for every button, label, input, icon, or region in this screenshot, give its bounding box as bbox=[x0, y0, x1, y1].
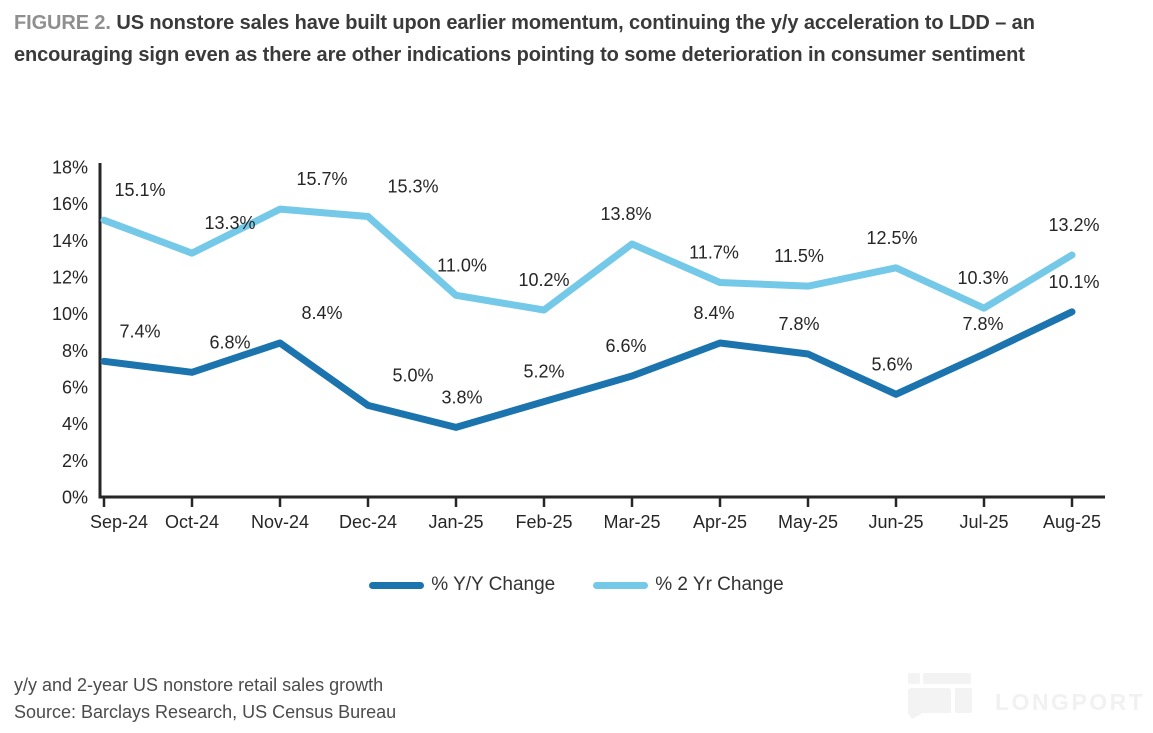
figure-title-text: US nonstore sales have built upon earlie… bbox=[14, 12, 1035, 66]
watermark-text: LONGPORT bbox=[995, 689, 1146, 715]
legend-item-yy-change: % Y/Y Change bbox=[369, 574, 555, 596]
data-label: 15.7% bbox=[296, 169, 347, 189]
y-axis-tick-label: 4% bbox=[62, 414, 88, 434]
data-label: 7.8% bbox=[962, 314, 1003, 334]
data-label: 12.5% bbox=[866, 228, 917, 248]
data-label: 10.3% bbox=[957, 268, 1008, 288]
data-label: 10.2% bbox=[518, 270, 569, 290]
data-label: 10.1% bbox=[1048, 272, 1099, 292]
data-label: 7.4% bbox=[119, 321, 160, 341]
figure-title: FIGURE 2. US nonstore sales have built u… bbox=[14, 7, 1139, 71]
chart-footer: y/y and 2-year US nonstore retail sales … bbox=[14, 672, 396, 726]
yy-change-line-swatch-icon bbox=[369, 581, 425, 589]
data-label: 11.7% bbox=[689, 243, 739, 263]
figure-number-label: FIGURE 2. bbox=[14, 12, 111, 34]
y-axis-tick-label: 10% bbox=[52, 304, 88, 324]
x-axis-tick-label: Sep-24 bbox=[90, 512, 148, 532]
chart-legend: % Y/Y Change % 2 Yr Change bbox=[0, 571, 1153, 599]
x-axis-tick-label: Oct-24 bbox=[165, 512, 219, 532]
data-label: 5.0% bbox=[392, 365, 433, 385]
longport-logo-bubble-icon bbox=[908, 688, 951, 719]
series-line-yy-change bbox=[100, 308, 1076, 431]
longport-logo-icon bbox=[908, 673, 920, 684]
data-label: 5.6% bbox=[871, 354, 912, 374]
data-label: 8.4% bbox=[693, 303, 734, 323]
y-axis-tick-label: 18% bbox=[52, 158, 88, 178]
data-label: 15.3% bbox=[387, 177, 438, 197]
legend-label-2yr-change: % 2 Yr Change bbox=[655, 574, 784, 595]
legend-label-yy-change: % Y/Y Change bbox=[431, 574, 556, 595]
x-axis-tick-label: May-25 bbox=[778, 512, 838, 532]
x-axis-tick-label: Mar-25 bbox=[603, 512, 660, 532]
data-label: 13.8% bbox=[600, 204, 651, 224]
data-label: 11.0% bbox=[437, 255, 487, 275]
longport-logo-block-icon bbox=[955, 688, 972, 713]
data-label: 7.8% bbox=[778, 314, 819, 334]
y-axis-tick-label: 0% bbox=[62, 488, 88, 508]
data-label: 6.6% bbox=[605, 336, 646, 356]
longport-logo-bar-icon bbox=[923, 673, 971, 684]
series-line-2yr-change bbox=[100, 205, 1076, 314]
x-axis-tick-label: Apr-25 bbox=[693, 512, 747, 532]
data-label: 6.8% bbox=[209, 332, 250, 352]
data-label: 13.2% bbox=[1048, 215, 1099, 235]
line-chart-svg: 0% 2% 4% 6% 8% 10% 12% 14% 16% 18% Sep-24 Oct-24 Nov… bbox=[52, 158, 1105, 532]
data-label: 13.3% bbox=[204, 213, 255, 233]
x-axis-tick-label: Jan-25 bbox=[428, 512, 483, 532]
x-axis-tick-label: Dec-24 bbox=[339, 512, 397, 532]
y-axis-tick-label: 12% bbox=[52, 268, 88, 288]
x-axis-tick-label: Jul-25 bbox=[959, 512, 1008, 532]
x-axis-tick-label: Aug-25 bbox=[1043, 512, 1101, 532]
chart-caption: y/y and 2-year US nonstore retail sales … bbox=[14, 675, 384, 695]
y-axis-tick-label: 2% bbox=[62, 451, 88, 471]
legend-item-2yr-change: % 2 Yr Change bbox=[593, 574, 784, 596]
data-label: 11.5% bbox=[774, 246, 824, 266]
data-label: 3.8% bbox=[441, 387, 482, 407]
x-axis-tick-label: Nov-24 bbox=[251, 512, 309, 532]
x-axis-tick-label: Feb-25 bbox=[515, 512, 572, 532]
2yr-change-line-swatch-icon bbox=[593, 581, 649, 589]
x-axis-tick-label: Jun-25 bbox=[868, 512, 923, 532]
y-axis-tick-label: 8% bbox=[62, 341, 88, 361]
data-label: 8.4% bbox=[301, 303, 342, 323]
y-axis-tick-label: 16% bbox=[52, 194, 88, 214]
longport-watermark: LONGPORT bbox=[905, 668, 1153, 720]
data-label: 5.2% bbox=[523, 362, 564, 382]
y-axis-tick-label: 14% bbox=[52, 231, 88, 251]
y-axis-tick-label: 6% bbox=[62, 378, 88, 398]
data-label: 15.1% bbox=[114, 180, 165, 200]
chart-source: Source: Barclays Research, US Census Bur… bbox=[14, 702, 397, 722]
